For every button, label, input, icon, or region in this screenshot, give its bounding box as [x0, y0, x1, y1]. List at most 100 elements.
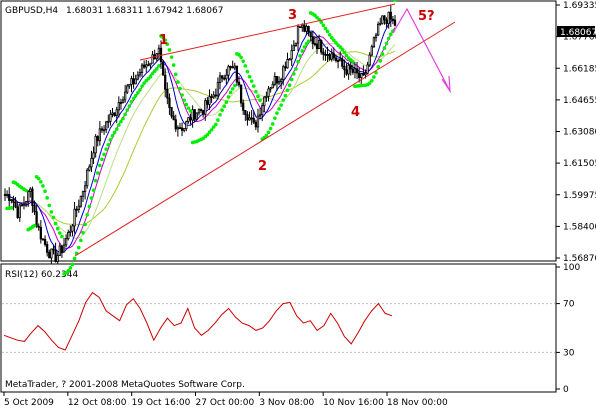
- candle-body: [239, 84, 243, 104]
- candle-body: [223, 77, 226, 80]
- candle-body: [62, 244, 66, 253]
- wave-label-3: 3: [288, 8, 297, 23]
- candle-body: [212, 94, 215, 98]
- candle-body: [8, 193, 11, 201]
- candle-body: [214, 94, 217, 97]
- price-tick-label: 1.69335: [563, 1, 596, 11]
- sar-dot: [58, 231, 62, 235]
- candle-body: [383, 15, 386, 21]
- candle-body: [256, 115, 260, 128]
- candle-body: [393, 19, 397, 26]
- candle-body: [282, 66, 285, 81]
- candle-body: [16, 206, 19, 218]
- candle-body: [100, 128, 104, 131]
- sar-dot: [277, 107, 281, 111]
- channel-lower-line[interactable]: [74, 21, 456, 257]
- candle-body: [309, 31, 312, 38]
- sar-dot: [72, 256, 77, 261]
- sar-dot: [325, 29, 330, 34]
- sar-dot: [119, 119, 123, 124]
- sar-dot: [380, 52, 385, 56]
- sar-dot: [224, 100, 229, 105]
- sar-dot: [55, 226, 60, 231]
- candle-body: [303, 24, 306, 32]
- candle-body: [360, 73, 363, 79]
- candle-body: [102, 129, 106, 132]
- candle-body: [132, 78, 135, 85]
- candle-body: [37, 225, 40, 228]
- sar-dot: [121, 116, 125, 121]
- sar-dot: [294, 67, 298, 71]
- candle-body: [286, 59, 289, 69]
- candle-body: [370, 46, 373, 56]
- rsi-panel[interactable]: [0, 263, 557, 393]
- current-price-label: 1.68067: [560, 28, 596, 38]
- candle-body: [313, 43, 317, 46]
- sar-dot: [300, 49, 305, 53]
- candle-body: [273, 76, 276, 85]
- sar-dot: [283, 93, 288, 98]
- sar-dot: [218, 112, 222, 117]
- sar-dot: [243, 64, 248, 68]
- candle-body: [206, 100, 209, 105]
- candle-body: [138, 72, 142, 76]
- sar-dot: [319, 20, 324, 24]
- candle-body: [246, 114, 249, 121]
- candle-body: [341, 58, 344, 67]
- candle-body: [12, 199, 15, 203]
- candle-body: [227, 66, 230, 76]
- candle-body: [33, 205, 36, 213]
- sar-dot: [53, 221, 58, 226]
- candle-body: [197, 109, 201, 114]
- sar-dot: [36, 176, 41, 181]
- rsi-header: RSI(12) 60.2344: [5, 270, 78, 280]
- candle-body: [231, 66, 234, 69]
- sar-dot: [70, 262, 75, 267]
- sar-dot: [93, 178, 98, 183]
- candle-body: [199, 109, 203, 112]
- arrow-head: [441, 75, 451, 94]
- sar-dot: [228, 90, 233, 95]
- price-axis: 1.69335 1.67760 1.66185 1.64655 1.63080 1.615…: [556, 1, 596, 264]
- sar-dot: [237, 53, 241, 57]
- candle-body: [185, 121, 188, 129]
- candle-body: [351, 68, 354, 73]
- candle-body: [225, 74, 228, 80]
- price-tick-label: 1.63080: [563, 128, 596, 138]
- candle-body: [29, 188, 32, 192]
- sar-dot: [302, 45, 307, 49]
- candle-body: [254, 121, 257, 128]
- candle-body: [339, 58, 342, 62]
- sar-dot: [133, 93, 138, 98]
- candle-body: [258, 114, 262, 117]
- candle-body: [113, 112, 116, 117]
- channel-upper-line[interactable]: [139, 3, 396, 61]
- candle-body: [216, 82, 220, 97]
- sar-dot: [100, 157, 104, 162]
- sar-dot: [32, 223, 37, 228]
- time-tick-label: 19 Oct 16:00: [132, 398, 191, 408]
- time-tick-label: 18 Nov 00:00: [387, 398, 448, 408]
- sar-dot: [338, 45, 342, 49]
- sar-dot: [384, 41, 389, 46]
- candle-body: [299, 26, 302, 29]
- sar-dot: [245, 69, 250, 74]
- sar-dot: [106, 143, 111, 147]
- ma-fast-line: [4, 19, 396, 254]
- sar-dot: [344, 53, 349, 58]
- sar-dot: [334, 41, 338, 45]
- sar-dot: [188, 109, 193, 113]
- candle-body: [275, 76, 279, 84]
- price-tick-label: 1.61505: [563, 159, 596, 169]
- candle-body: [301, 24, 304, 28]
- sar-dot: [152, 69, 157, 73]
- candle-body: [381, 15, 384, 24]
- wave5-projection-arrow[interactable]: [392, 7, 451, 92]
- candle-body: [280, 79, 283, 82]
- sar-dot: [256, 94, 260, 99]
- candle-body: [277, 80, 281, 84]
- candle-body: [67, 232, 70, 240]
- time-tick-label: 10 Nov 16:00: [323, 398, 384, 408]
- sar-dot: [184, 102, 189, 107]
